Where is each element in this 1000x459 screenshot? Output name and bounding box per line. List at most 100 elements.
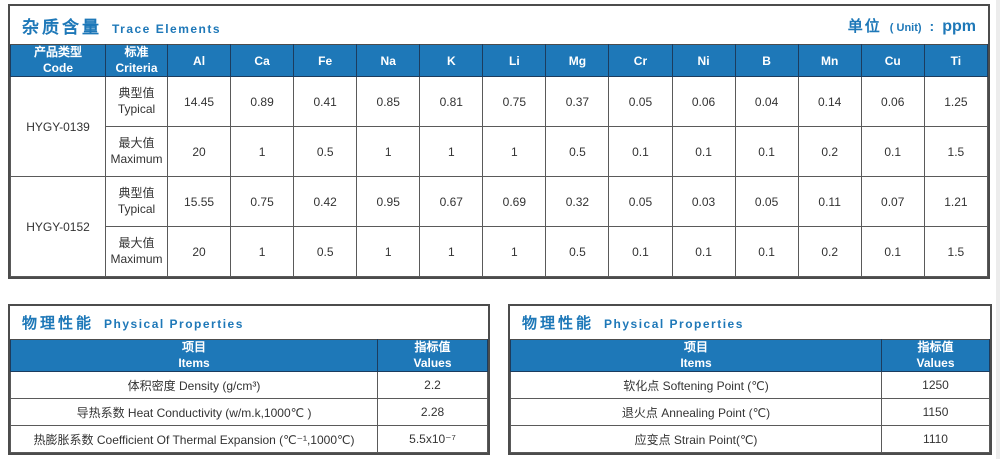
trace-header-row: 产品类型 Code 标准 Criteria Al Ca Fe Na K Li M… [10,43,989,78]
table-row: 退火点 Annealing Point (℃) 1150 [510,398,990,427]
physical-left-title-bar: 物理性能 Physical Properties [10,306,488,339]
value-cell: 0.75 [230,176,295,228]
value-cell: 0.41 [293,76,358,128]
criteria-en: Typical [117,201,156,216]
value-cell: 1 [356,126,421,178]
column-header-element: K [419,43,484,78]
unit-label-value: ppm [942,17,976,35]
value-cell: 14.45 [166,76,232,128]
physical-left-title: 物理性能 Physical Properties [22,312,244,333]
value-cell: 0.2 [797,126,862,178]
table-row: 软化点 Softening Point (℃) 1250 [510,371,990,400]
column-header-element: B [734,43,799,78]
column-header-values: 指标值 Values [377,338,488,373]
item-cell: 退火点 Annealing Point (℃) [510,398,882,427]
value-cell: 0.1 [671,226,736,278]
column-header-code: 产品类型 Code [10,43,106,78]
value-cell: 1 [230,226,295,278]
value-cell: 1250 [881,371,990,400]
value-cell: 1 [419,226,484,278]
value-cell: 0.06 [860,76,925,128]
value-cell: 0.14 [797,76,862,128]
value-cell: 0.2 [797,226,862,278]
physical-left-title-zh: 物理性能 [22,315,95,332]
column-header-code-zh: 产品类型 [33,45,82,59]
value-cell: 2.28 [377,398,488,427]
value-cell: 0.1 [734,226,799,278]
physical-properties-left-table: 项目 Items 指标值 Values 体积密度 Density (g/cm³)… [10,338,488,454]
table-row: 最大值 Maximum 20 1 0.5 1 1 1 0.5 0.1 0.1 0… [11,226,989,278]
criteria-zh: 典型值 [118,86,155,101]
value-cell: 0.05 [608,176,673,228]
column-header-values-en: Values [916,355,955,370]
criteria-zh: 典型值 [118,186,155,201]
value-cell: 1 [419,126,484,178]
column-header-items-en: Items [680,355,712,370]
page-edge [996,0,1000,459]
column-header-element: Mn [797,43,862,78]
value-cell: 1 [482,226,547,278]
value-cell: 1110 [881,425,990,454]
value-cell: 0.89 [230,76,295,128]
value-cell: 1.5 [923,226,989,278]
value-cell: 0.81 [419,76,484,128]
physical-properties-right-table: 项目 Items 指标值 Values 软化点 Softening Point … [510,338,990,454]
column-header-items-zh: 项目 [181,340,206,354]
column-header-code-en: Code [43,60,73,75]
table-row: HYGY-0152 典型值 Typical 15.55 0.75 0.42 0.… [10,176,989,278]
value-cell: 1 [356,226,421,278]
table-row: 体积密度 Density (g/cm³) 2.2 [10,371,488,400]
column-header-element: Ca [230,43,295,78]
value-cell: 1150 [881,398,990,427]
column-header-element: Ti [923,43,989,78]
value-cell: 0.07 [860,176,925,228]
value-cell: 0.75 [482,76,547,128]
unit-label-paren: ( Unit) [889,21,922,34]
column-header-element: Ni [671,43,736,78]
value-cell: 0.1 [608,226,673,278]
column-header-items-en: Items [178,355,210,370]
column-header-element: Mg [545,43,610,78]
value-cell: 0.5 [545,126,610,178]
trace-elements-table: 产品类型 Code 标准 Criteria Al Ca Fe Na K Li M… [10,43,989,278]
trace-elements-section: 杂质含量 Trace Elements 单位 ( Unit) : ppm 产品类… [8,4,990,280]
trace-title: 杂质含量 Trace Elements [22,13,221,38]
column-header-element: Li [482,43,547,78]
value-cell: 0.1 [671,126,736,178]
trace-title-bar: 杂质含量 Trace Elements 单位 ( Unit) : ppm [10,6,988,44]
value-cell: 0.1 [860,226,925,278]
value-cell: 1 [230,126,295,178]
criteria-zh: 最大值 [118,136,155,151]
trace-title-zh: 杂质含量 [22,17,102,37]
value-cell: 5.5x10⁻⁷ [377,425,488,454]
criteria-zh: 最大值 [118,236,155,251]
table-row: 导热系数 Heat Conductivity (w/m.k,1000℃ ) 2.… [10,398,488,427]
value-cell: 0.95 [356,176,421,228]
physical-right-title: 物理性能 Physical Properties [522,312,744,333]
item-cell: 导热系数 Heat Conductivity (w/m.k,1000℃ ) [10,398,378,427]
table-row: 热膨胀系数 Coefficient Of Thermal Expansion (… [10,425,488,454]
column-header-element: Al [166,43,232,78]
value-cell: 0.85 [356,76,421,128]
column-header-values-zh: 指标值 [917,340,954,354]
value-cell: 1.25 [923,76,989,128]
value-cell: 1.21 [923,176,989,228]
column-header-items: 项目 Items [10,338,378,373]
column-header-items: 项目 Items [510,338,882,373]
criteria-cell: 典型值 Typical [105,176,168,228]
physical-right-title-en: Physical Properties [604,317,744,331]
column-header-values: 指标值 Values [881,338,990,373]
value-cell: 0.32 [545,176,610,228]
value-cell: 20 [166,226,232,278]
value-cell: 0.5 [293,126,358,178]
column-header-element: Cr [608,43,673,78]
column-header-items-zh: 项目 [683,340,708,354]
trace-title-en: Trace Elements [112,21,222,36]
criteria-en: Maximum [110,151,163,166]
value-cell: 0.1 [734,126,799,178]
physical-right-title-zh: 物理性能 [522,315,595,332]
value-cell: 0.05 [608,76,673,128]
value-cell: 1 [482,126,547,178]
value-cell: 0.37 [545,76,610,128]
value-cell: 0.5 [545,226,610,278]
